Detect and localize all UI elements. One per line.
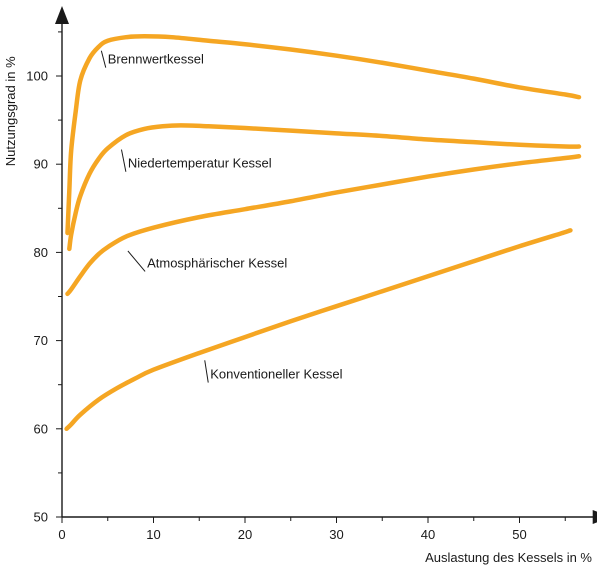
- series-line-2: [67, 123, 582, 252]
- x-tick-label: 10: [146, 527, 160, 542]
- series-label-3: Atmosphärischer Kessel: [147, 255, 287, 270]
- y-tick-label: 50: [34, 510, 48, 525]
- annotation-leader: [120, 149, 127, 172]
- y-axis: 50 60 70 80 90 100: [26, 6, 69, 525]
- series-label-2: Niedertemperatur Kessel: [128, 156, 272, 171]
- series-label-1: Brennwertkessel: [108, 52, 204, 67]
- series-line-4: [64, 228, 573, 432]
- x-axis-title: Auslastung des Kessels in %: [425, 550, 592, 565]
- plot-lines: [64, 34, 582, 432]
- y-tick-label: 70: [34, 333, 48, 348]
- x-tick-label: 40: [421, 527, 435, 542]
- y-tick-label: 80: [34, 245, 48, 260]
- y-tick-label: 100: [26, 69, 48, 84]
- x-tick-label: 0: [58, 527, 65, 542]
- series-label-4: Konventioneller Kessel: [210, 367, 342, 382]
- annotation-leader: [100, 50, 107, 68]
- x-tick-label: 30: [329, 527, 343, 542]
- annotation-leader: [127, 250, 146, 272]
- y-axis-arrow-icon: [55, 6, 69, 24]
- annotation-leader: [204, 360, 209, 383]
- y-tick-label: 60: [34, 421, 48, 436]
- annotations: Brennwertkessel Niedertemperatur Kessel At…: [100, 50, 343, 383]
- x-tick-label: 50: [512, 527, 526, 542]
- x-tick-label: 20: [238, 527, 252, 542]
- x-axis-arrow-icon: [592, 510, 597, 524]
- series-line-1: [65, 34, 582, 236]
- series-line-3: [65, 154, 582, 297]
- x-axis: 0 10 20 30 40 50: [58, 510, 597, 542]
- y-axis-title: Nutzungsgrad in %: [3, 56, 18, 166]
- y-tick-label: 90: [34, 157, 48, 172]
